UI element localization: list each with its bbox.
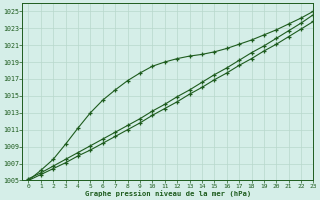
X-axis label: Graphe pression niveau de la mer (hPa): Graphe pression niveau de la mer (hPa) — [85, 190, 251, 197]
